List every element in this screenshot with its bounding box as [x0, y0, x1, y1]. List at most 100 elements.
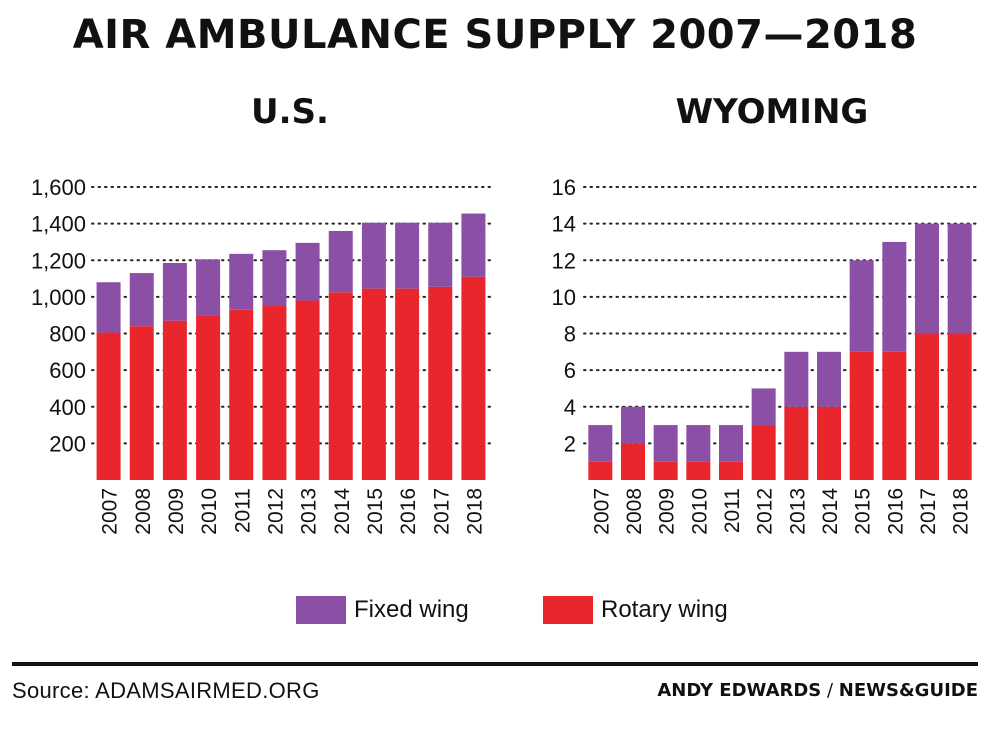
- legend: Fixed wing Rotary wing: [0, 596, 990, 632]
- bar-rotary-wing-2017: [915, 333, 939, 480]
- x-tick-label-2015: 2015: [364, 488, 387, 535]
- y-tick-label-1200: 1,200: [31, 248, 86, 273]
- bar-fixed-wing-2008: [129, 273, 154, 327]
- legend-label-fixed-wing: Fixed wing: [354, 596, 469, 623]
- us-chart-title: U.S.: [251, 92, 329, 132]
- bar-fixed-wing-2015: [849, 260, 874, 352]
- x-tick-label-2009: 2009: [656, 488, 679, 535]
- bar-fixed-wing-2010: [196, 259, 221, 316]
- bar-fixed-wing-2013: [784, 351, 809, 407]
- x-tick-label-2016: 2016: [884, 488, 907, 535]
- bar-fixed-wing-2014: [817, 351, 841, 407]
- bar-rotary-wing-2010: [686, 461, 711, 480]
- main-title: AIR AMBULANCE SUPPLY 2007—2018: [72, 12, 918, 58]
- bar-rotary-wing-2016: [395, 288, 420, 480]
- x-tick-label-2014: 2014: [819, 488, 842, 535]
- y-tick-label-1400: 1,400: [31, 212, 86, 237]
- x-tick-label-2009: 2009: [165, 488, 188, 535]
- bar-fixed-wing-2018: [461, 213, 486, 277]
- wyoming-chart-title: WYOMING: [675, 92, 869, 132]
- bar-fixed-wing-2012: [751, 388, 776, 426]
- y-tick-label-12: 12: [552, 248, 576, 273]
- y-tick-label-400: 400: [49, 395, 86, 420]
- bar-fixed-wing-2015: [361, 222, 386, 289]
- bar-rotary-wing-2016: [882, 351, 907, 480]
- x-tick-label-2012: 2012: [754, 488, 777, 535]
- bar-rotary-wing-2013: [784, 406, 809, 480]
- bar-fixed-wing-2010: [686, 425, 711, 462]
- y-tick-label-16: 16: [552, 175, 576, 200]
- legend-swatch-rotary-wing: [543, 596, 593, 624]
- x-tick-label-2015: 2015: [852, 488, 875, 535]
- bar-fixed-wing-2018: [947, 223, 972, 334]
- y-tick-label-2: 2: [564, 431, 576, 456]
- credit-outlet: NEWS&GUIDE: [838, 680, 978, 701]
- bar-rotary-wing-2008: [621, 443, 645, 480]
- bar-rotary-wing-2015: [849, 351, 874, 480]
- footer-divider: [12, 662, 978, 666]
- x-tick-label-2008: 2008: [623, 488, 646, 535]
- bar-rotary-wing-2007: [588, 461, 613, 480]
- credit-separator: /: [821, 680, 839, 701]
- bar-rotary-wing-2007: [96, 332, 121, 480]
- bar-rotary-wing-2018: [461, 276, 486, 480]
- bar-fixed-wing-2007: [588, 425, 613, 462]
- bar-rotary-wing-2014: [328, 292, 353, 480]
- x-tick-label-2017: 2017: [917, 488, 940, 535]
- bar-fixed-wing-2008: [621, 406, 645, 444]
- credit-author: ANDY EDWARDS: [657, 680, 822, 701]
- x-tick-label-2010: 2010: [198, 488, 221, 535]
- x-tick-label-2016: 2016: [397, 488, 420, 535]
- bar-fixed-wing-2014: [328, 230, 353, 293]
- y-tick-label-4: 4: [564, 395, 576, 420]
- x-tick-label-2007: 2007: [590, 488, 613, 535]
- bar-rotary-wing-2014: [817, 406, 841, 480]
- x-tick-label-2007: 2007: [99, 488, 122, 535]
- bar-rotary-wing-2013: [295, 300, 320, 480]
- x-tick-label-2008: 2008: [132, 488, 155, 535]
- x-tick-label-2017: 2017: [430, 488, 453, 535]
- bar-rotary-wing-2018: [947, 333, 972, 480]
- bar-rotary-wing-2011: [229, 309, 254, 480]
- y-tick-label-1600: 1,600: [31, 175, 86, 200]
- x-tick-label-2013: 2013: [786, 488, 809, 535]
- bar-rotary-wing-2011: [719, 461, 743, 480]
- bar-rotary-wing-2009: [162, 320, 187, 480]
- bar-fixed-wing-2017: [428, 222, 453, 287]
- x-tick-label-2011: 2011: [721, 488, 744, 533]
- y-tick-label-600: 600: [49, 358, 86, 383]
- bar-rotary-wing-2010: [196, 315, 221, 480]
- bar-fixed-wing-2012: [262, 250, 287, 307]
- x-tick-label-2018: 2018: [463, 488, 486, 535]
- credit-line: ANDY EDWARDS / NEWS&GUIDE: [657, 680, 978, 701]
- bar-fixed-wing-2016: [395, 222, 420, 289]
- x-tick-label-2014: 2014: [331, 488, 354, 535]
- bar-fixed-wing-2011: [719, 425, 743, 462]
- bar-rotary-wing-2015: [361, 288, 386, 480]
- x-tick-label-2011: 2011: [231, 488, 254, 533]
- x-tick-label-2013: 2013: [298, 488, 321, 535]
- legend-label-rotary-wing: Rotary wing: [601, 596, 728, 623]
- bar-rotary-wing-2017: [428, 286, 453, 480]
- bar-fixed-wing-2013: [295, 242, 320, 301]
- y-tick-label-14: 14: [552, 212, 576, 237]
- y-tick-label-6: 6: [564, 358, 576, 383]
- bar-fixed-wing-2011: [229, 253, 254, 310]
- bar-fixed-wing-2017: [915, 223, 939, 334]
- y-tick-label-1000: 1,000: [31, 285, 86, 310]
- legend-item-fixed-wing: Fixed wing: [296, 596, 469, 624]
- us-bar-chart: 200 400 600 800 1,000 1,200 1,400 1,600 2007 2008…: [31, 175, 491, 535]
- x-tick-label-2018: 2018: [950, 488, 973, 535]
- y-tick-label-8: 8: [564, 322, 576, 347]
- y-tick-label-800: 800: [49, 322, 86, 347]
- x-tick-label-2012: 2012: [264, 488, 287, 535]
- legend-item-rotary-wing: Rotary wing: [543, 596, 728, 624]
- source-note: Source: ADAMSAIRMED.ORG: [12, 678, 320, 703]
- legend-swatch-fixed-wing: [296, 596, 346, 624]
- bar-fixed-wing-2009: [653, 425, 678, 462]
- bar-rotary-wing-2012: [262, 306, 287, 480]
- x-tick-label-2010: 2010: [688, 488, 711, 535]
- wyoming-bar-chart: 2 4 6 8 10 12 14 16 2007 2008 2009 2010 2011 2012 2013…: [552, 175, 977, 535]
- y-tick-label-200: 200: [49, 431, 86, 456]
- bar-rotary-wing-2009: [653, 461, 678, 480]
